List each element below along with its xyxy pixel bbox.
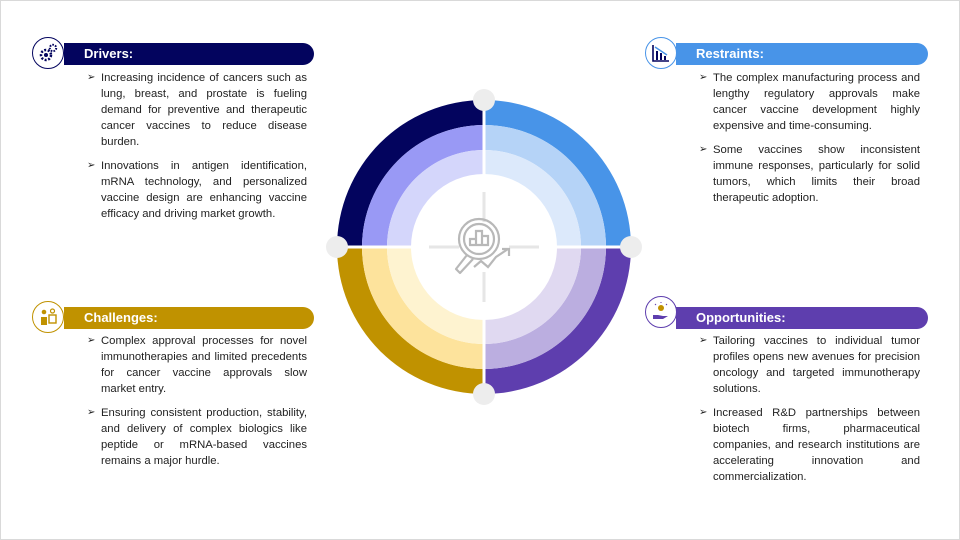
opportunities-header: Opportunities:	[676, 307, 928, 329]
restraints-ring-band	[484, 125, 606, 247]
challenges-list: Complex approval processes for novel imm…	[87, 333, 307, 477]
drivers-ring-band	[337, 100, 484, 248]
drivers-ring-band	[362, 125, 484, 247]
opportunities-list: Tailoring vaccines to individual tumor p…	[699, 333, 920, 493]
restraints-list: The complex manufacturing process and le…	[699, 70, 920, 214]
challenges-header: Challenges:	[64, 307, 314, 329]
magnifier-chart-growth-icon	[454, 217, 511, 275]
restraints-ring-band	[484, 150, 581, 247]
list-item: Increasing incidence of cancers such as …	[87, 70, 307, 150]
drivers-header: Drivers:	[64, 43, 314, 65]
declining-chart-icon	[645, 37, 677, 69]
drivers-ring-band	[387, 150, 484, 247]
list-item: Some vaccines show inconsistent immune r…	[699, 142, 920, 206]
challenges-ring-band	[362, 247, 484, 369]
list-item: Complex approval processes for novel imm…	[87, 333, 307, 397]
challenges-ring-band	[337, 247, 484, 394]
list-item: Innovations in antigen identification, m…	[87, 158, 307, 222]
quadrant-ring-graphic	[326, 89, 642, 405]
list-item: The complex manufacturing process and le…	[699, 70, 920, 134]
list-item: Tailoring vaccines to individual tumor p…	[699, 333, 920, 397]
opportunities-ring-band	[484, 247, 606, 369]
restraints-header: Restraints:	[676, 43, 928, 65]
restraints-ring-band	[484, 100, 631, 248]
challenges-ring-band	[387, 247, 484, 344]
hand-lightbulb-icon	[645, 296, 677, 328]
ring-node-dot	[326, 236, 348, 258]
opportunities-ring-band	[484, 247, 581, 344]
ring-node-dot	[620, 236, 642, 258]
list-item: Increased R&D partnerships between biote…	[699, 405, 920, 485]
drivers-list: Increasing incidence of cancers such as …	[87, 70, 307, 230]
gears-icon	[32, 37, 64, 69]
opportunities-ring-band	[484, 247, 631, 394]
list-item: Ensuring consistent production, stabilit…	[87, 405, 307, 469]
ring-node-dot	[473, 383, 495, 405]
ring-node-dot	[473, 89, 495, 111]
person-idea-icon	[32, 301, 64, 333]
